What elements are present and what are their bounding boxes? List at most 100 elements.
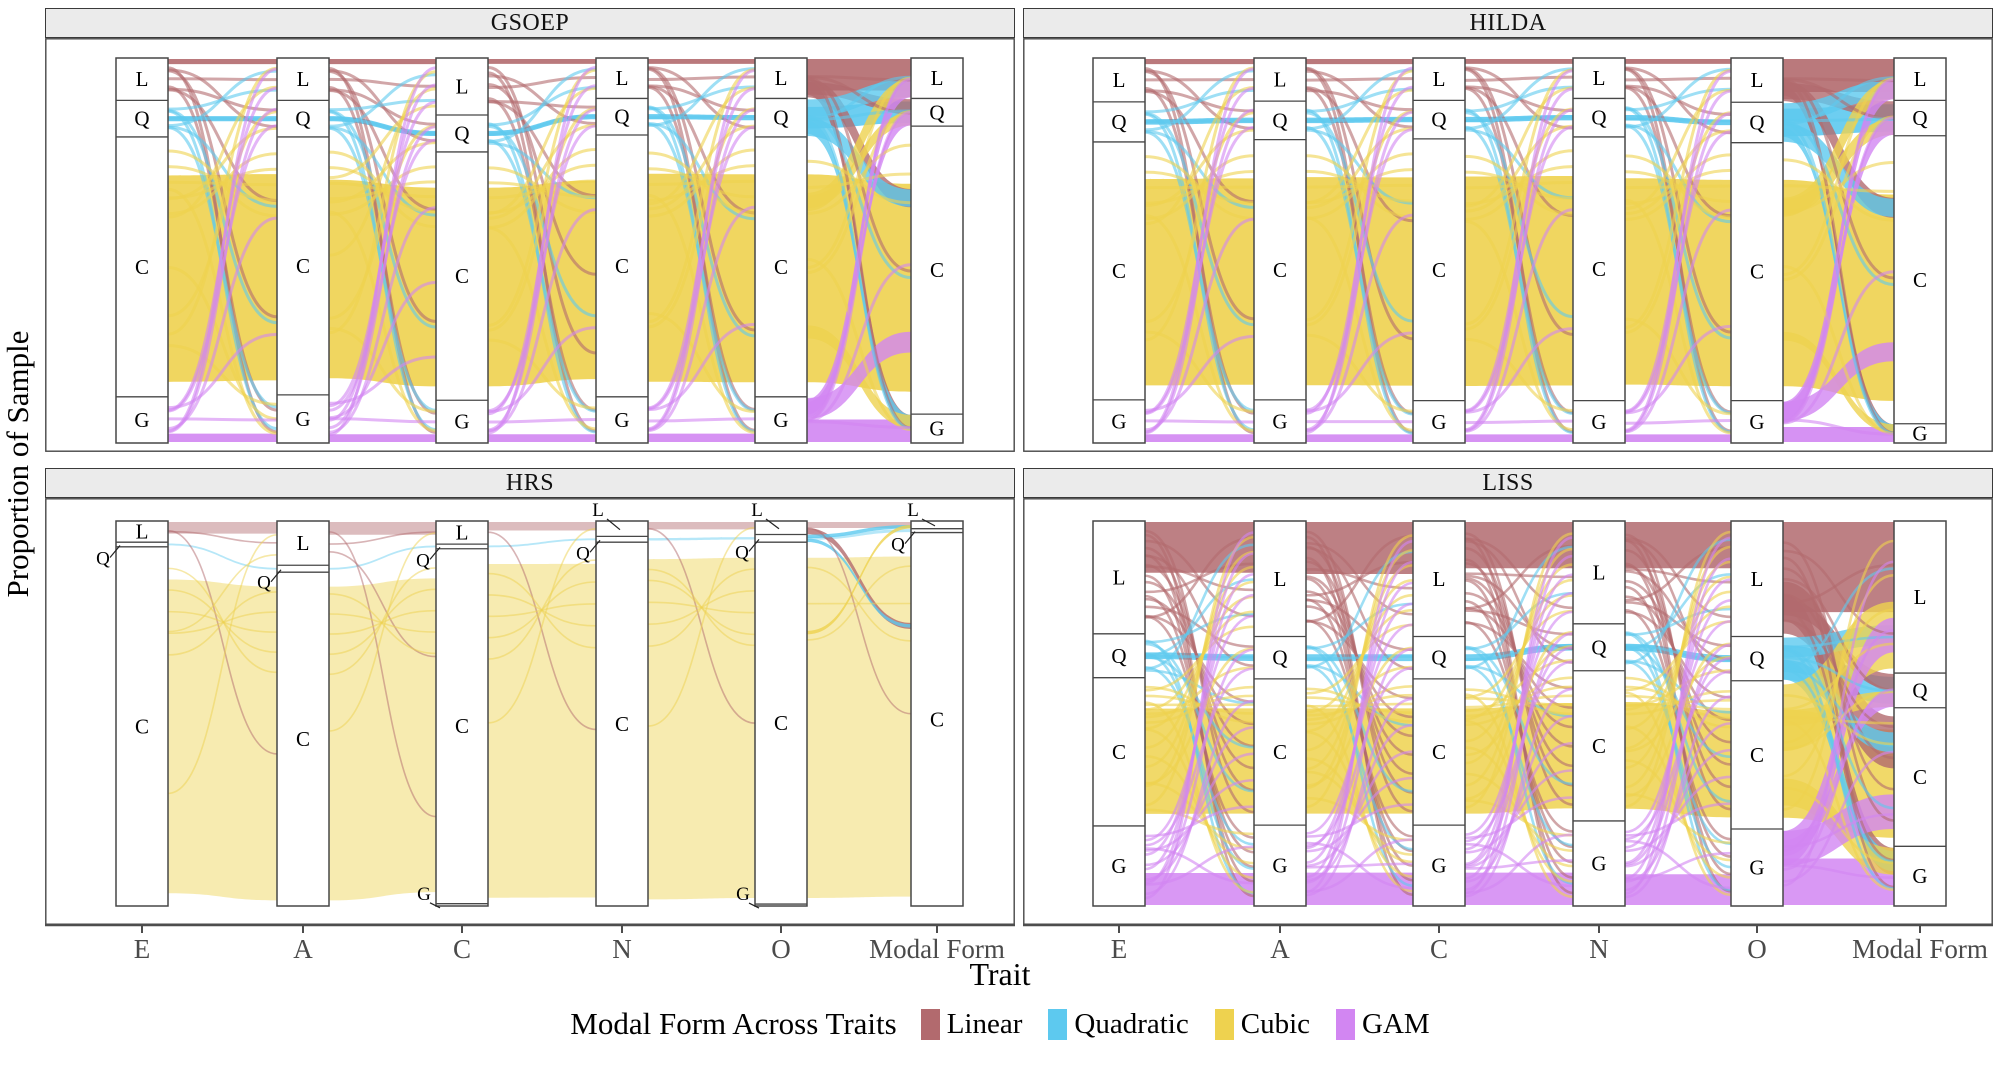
stratum-callout-label: G bbox=[736, 884, 750, 905]
stratum-label: Q bbox=[773, 106, 788, 130]
stratum-bar bbox=[595, 520, 649, 907]
stratum-bar bbox=[115, 57, 169, 444]
stratum-bar bbox=[1253, 57, 1307, 444]
flow-strand bbox=[1464, 769, 1574, 854]
stratum-label: L bbox=[1914, 585, 1927, 609]
flow-strand bbox=[328, 206, 437, 434]
stratum-bar bbox=[276, 520, 330, 907]
flow-strand bbox=[1782, 688, 1895, 871]
flow-strand bbox=[167, 591, 278, 656]
y-axis-label: Proportion of Sample bbox=[0, 330, 35, 598]
flow-strand bbox=[1144, 648, 1255, 883]
stratum-label: L bbox=[1593, 66, 1606, 90]
flow-ribbon bbox=[807, 79, 911, 211]
flow-strand bbox=[1624, 656, 1732, 866]
stratum-label: L bbox=[1274, 567, 1287, 591]
stratum-label: L bbox=[1113, 565, 1126, 589]
stratum-label: Q bbox=[1272, 646, 1287, 670]
flow-strand bbox=[487, 108, 597, 432]
flow-strand bbox=[647, 568, 756, 647]
flow-strand bbox=[1782, 560, 1895, 887]
flow-strand bbox=[806, 143, 912, 215]
stratum-callout-label: Q bbox=[891, 535, 905, 556]
stratum-label: Q bbox=[1912, 106, 1927, 130]
flow-strand bbox=[806, 75, 912, 121]
flow-strand bbox=[1144, 108, 1255, 435]
x-tick-label: A bbox=[1270, 934, 1290, 964]
stratum-callout-label: L bbox=[907, 500, 919, 521]
legend-swatch-quadratic bbox=[1048, 1008, 1068, 1040]
flow-ribbon bbox=[168, 543, 277, 570]
flow-strand bbox=[1144, 85, 1255, 226]
x-tick-label: E bbox=[1110, 934, 1128, 964]
stratum-label: G bbox=[454, 410, 469, 434]
flow-strand bbox=[1624, 670, 1732, 841]
stratum-label: G bbox=[1111, 409, 1126, 433]
stratum-bar bbox=[276, 57, 330, 444]
stratum-label: L bbox=[456, 74, 469, 98]
legend-swatch-linear bbox=[920, 1008, 940, 1040]
flow-strand bbox=[1624, 111, 1732, 335]
flow-strand bbox=[1624, 851, 1732, 881]
flow-strand bbox=[806, 109, 912, 121]
flow-strand bbox=[328, 89, 437, 212]
flow-ribbon bbox=[1306, 59, 1413, 65]
flow-ribbon bbox=[168, 59, 277, 65]
stratum-label: C bbox=[1432, 740, 1446, 764]
flow-strand bbox=[1624, 68, 1732, 329]
flow-strand bbox=[1624, 324, 1732, 415]
stratum-label: C bbox=[455, 714, 469, 738]
alluvial-panel-liss: L Q C G L Q C G L Q C G L Q C G L Q C G L Q C G bbox=[1023, 498, 1993, 925]
flow-strand bbox=[167, 417, 278, 422]
x-tick-label: N bbox=[612, 934, 632, 964]
flow-strand bbox=[1464, 609, 1574, 699]
flow-strand bbox=[328, 141, 437, 204]
x-tick-label: E bbox=[133, 934, 151, 964]
stratum-label: L bbox=[1914, 67, 1927, 91]
flow-strand bbox=[1144, 605, 1255, 648]
stratum-label: Q bbox=[929, 100, 944, 124]
stratum-label: C bbox=[1432, 258, 1446, 282]
flow-strand bbox=[1464, 833, 1574, 895]
x-tick-label: A bbox=[293, 934, 313, 964]
flow-strand bbox=[328, 326, 437, 413]
flow-strand bbox=[1144, 778, 1255, 852]
stratum-label: G bbox=[1431, 854, 1446, 878]
flow-strand bbox=[1782, 719, 1895, 892]
flow-ribbon bbox=[807, 529, 911, 540]
flow-ribbon bbox=[1783, 80, 1894, 217]
stratum-label: C bbox=[615, 712, 629, 736]
flow-strand bbox=[647, 108, 756, 432]
stratum-bar bbox=[1412, 57, 1466, 444]
flow-ribbon bbox=[1465, 522, 1573, 569]
flow-strand bbox=[1624, 112, 1732, 433]
stratum-bar bbox=[1893, 57, 1947, 444]
flow-ribbon bbox=[329, 59, 436, 65]
flow-strand bbox=[487, 528, 597, 724]
flow-strand bbox=[1305, 127, 1414, 210]
stratum-label: C bbox=[1112, 740, 1126, 764]
stratum-callout-label: Q bbox=[576, 543, 590, 564]
flow-strand bbox=[647, 322, 756, 412]
flow-strand bbox=[1144, 699, 1255, 896]
flow-strand bbox=[1144, 154, 1255, 221]
flow-strand bbox=[328, 98, 437, 112]
flow-strand bbox=[328, 531, 437, 818]
stratum-label: L bbox=[1433, 67, 1446, 91]
flow-strand bbox=[1624, 839, 1732, 890]
stratum-label: C bbox=[1750, 260, 1764, 284]
flow-strand bbox=[1144, 685, 1255, 725]
stratum-label: Q bbox=[614, 105, 629, 129]
stratum-label: L bbox=[136, 520, 149, 544]
flow-strand bbox=[1782, 786, 1895, 865]
flow-ribbon bbox=[1625, 59, 1731, 64]
stratum-label: L bbox=[297, 531, 310, 555]
flow-strand bbox=[328, 567, 437, 676]
